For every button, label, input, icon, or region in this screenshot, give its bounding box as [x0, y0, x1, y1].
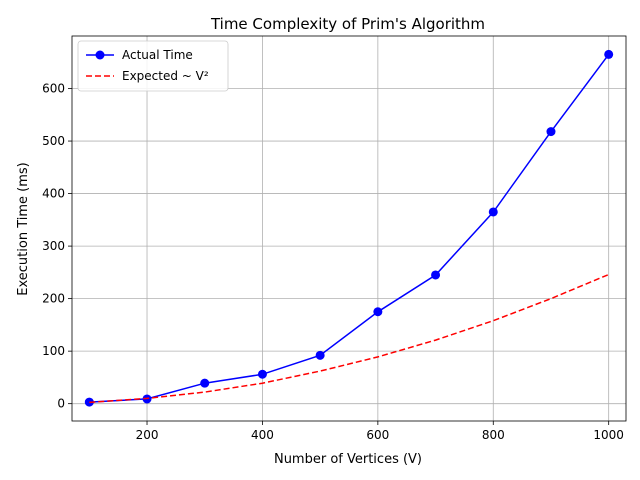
- y-tick-label: 0: [57, 397, 65, 411]
- legend-marker: [95, 50, 105, 60]
- plot-frame: [71, 35, 627, 422]
- y-tick-label: 500: [42, 134, 65, 148]
- data-point: [200, 378, 210, 388]
- plot-series: [84, 49, 614, 407]
- data-point: [257, 369, 267, 379]
- x-tick-label: 600: [366, 428, 389, 442]
- data-point: [546, 127, 556, 137]
- data-point: [488, 207, 498, 217]
- series-line: [89, 53, 610, 403]
- chart-title: Time Complexity of Prim's Algorithm: [210, 15, 485, 33]
- x-tick-label: 800: [482, 428, 505, 442]
- legend-box: [77, 40, 229, 92]
- x-axis-label: Number of Vertices (V): [274, 452, 422, 467]
- data-point: [315, 350, 325, 360]
- x-axis-ticks: 200 400 600 800 1000: [136, 421, 624, 442]
- y-tick-label: 200: [42, 292, 65, 306]
- y-tick-label: 100: [42, 344, 65, 358]
- x-tick-label: 1000: [593, 428, 624, 442]
- y-tick-label: 300: [42, 239, 65, 253]
- series-line: [89, 273, 609, 404]
- y-axis-label: Execution Time (ms): [16, 162, 31, 295]
- x-tick-label: 400: [251, 428, 274, 442]
- y-axis-ticks: 0 100 200 300 400 500 600: [42, 82, 72, 411]
- x-tick-label: 200: [136, 428, 159, 442]
- data-point: [604, 49, 614, 59]
- data-point: [373, 307, 383, 317]
- legend-label: Expected ~ V²: [122, 69, 209, 83]
- y-tick-label: 400: [42, 187, 65, 201]
- legend-label: Actual Time: [122, 48, 193, 62]
- legend: Actual Time Expected ~ V²: [77, 40, 229, 92]
- y-tick-label: 600: [42, 82, 65, 96]
- data-point: [431, 270, 441, 280]
